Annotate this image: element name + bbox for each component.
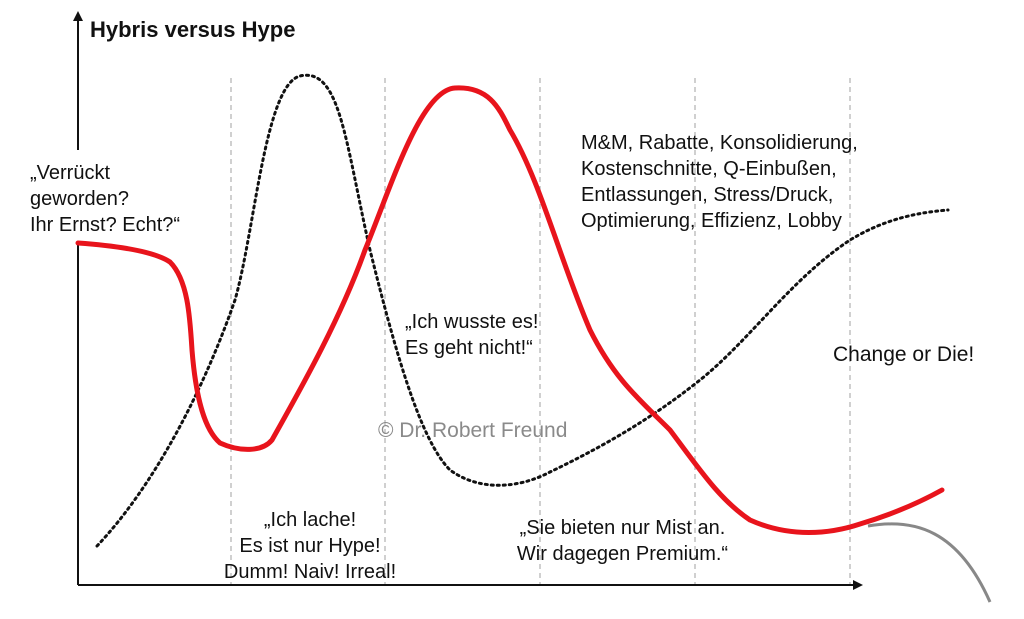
hybris-curve — [75, 85, 945, 535]
annotation-consequences: M&M, Rabatte, Konsolidierung, Kostenschn… — [581, 132, 858, 232]
annotation-knew: „Ich wusste es! Es geht nicht!“ — [405, 311, 539, 359]
annotation-change: Change or Die! — [833, 343, 975, 366]
phase-dividers — [230, 78, 851, 585]
decline-curve — [867, 522, 992, 603]
hype-curve — [95, 73, 950, 548]
annotation-premium: „Sie bieten nur Mist an. Wir dagegen Pre… — [516, 517, 729, 565]
diagram-title: Hybris versus Hype — [90, 17, 296, 42]
annotation-laugh: „Ich lache! Es ist nur Hype! Dumm! Naiv!… — [223, 509, 397, 583]
watermark: © Dr. Robert Freund — [378, 419, 568, 442]
annotation-crazy: „Verrückt geworden? Ihr Ernst? Echt?“ — [30, 162, 181, 236]
